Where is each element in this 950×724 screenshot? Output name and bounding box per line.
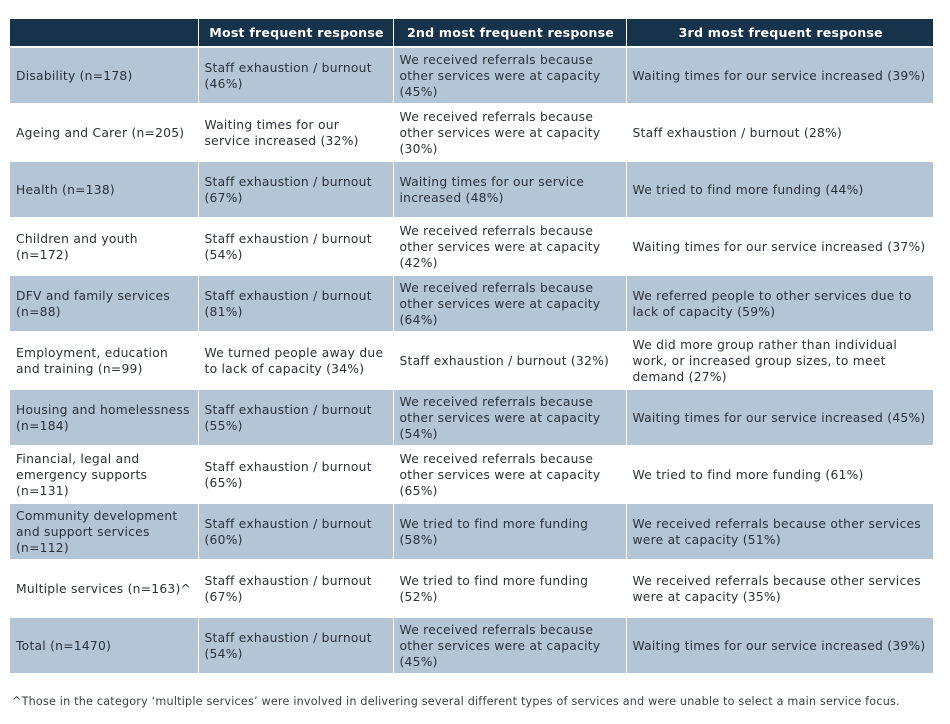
table-row: Community development and support servic…: [10, 503, 933, 561]
service-area-cell: Disability (n=178): [10, 47, 199, 105]
second-most-frequent-cell: We received referrals because other serv…: [393, 218, 627, 276]
table-row: DFV and family services (n=88) Staff exha…: [10, 275, 933, 333]
response-table: Most frequent response 2nd most frequent…: [10, 19, 933, 675]
table-row: Employment, education and training (n=99…: [10, 332, 933, 390]
most-frequent-cell: Staff exhaustion / burnout (67%): [198, 560, 394, 618]
most-frequent-cell: Staff exhaustion / burnout (67%): [198, 161, 394, 219]
table-row: Multiple services (n=163)^ Staff exhausti…: [10, 560, 933, 618]
second-most-frequent-cell: We received referrals because other serv…: [393, 617, 627, 675]
most-frequent-cell: We turned people away due to lack of cap…: [198, 332, 394, 390]
most-frequent-cell: Staff exhaustion / burnout (54%): [198, 218, 394, 276]
service-area-cell: Financial, legal and emergency supports …: [10, 446, 199, 504]
table-header-row: Most frequent response 2nd most frequent…: [10, 19, 933, 48]
header-service-area: [10, 19, 199, 48]
table-row: Ageing and Carer (n=205) Waiting times fo…: [10, 104, 933, 162]
third-most-frequent-cell: Waiting times for our service increased …: [626, 218, 933, 276]
service-area-cell: Health (n=138): [10, 161, 199, 219]
table-row: Children and youth (n=172) Staff exhausti…: [10, 218, 933, 276]
third-most-frequent-cell: Waiting times for our service increased …: [626, 617, 933, 675]
second-most-frequent-cell: We tried to find more funding (58%): [393, 503, 627, 561]
second-most-frequent-cell: Waiting times for our service increased …: [393, 161, 627, 219]
service-area-cell: Community development and support servic…: [10, 503, 199, 561]
service-area-cell: Children and youth (n=172): [10, 218, 199, 276]
most-frequent-cell: Staff exhaustion / burnout (81%): [198, 275, 394, 333]
header-second-most-frequent: 2nd most frequent response: [393, 19, 627, 48]
service-area-cell: DFV and family services (n=88): [10, 275, 199, 333]
most-frequent-cell: Staff exhaustion / burnout (65%): [198, 446, 394, 504]
most-frequent-cell: Staff exhaustion / burnout (60%): [198, 503, 394, 561]
table-row: Housing and homelessness (n=184) Staff ex…: [10, 389, 933, 447]
header-most-frequent: Most frequent response: [198, 19, 394, 48]
third-most-frequent-cell: Waiting times for our service increased …: [626, 389, 933, 447]
third-most-frequent-cell: Staff exhaustion / burnout (28%): [626, 104, 933, 162]
most-frequent-cell: Staff exhaustion / burnout (54%): [198, 617, 394, 675]
header-third-most-frequent: 3rd most frequent response: [626, 19, 933, 48]
second-most-frequent-cell: We tried to find more funding (52%): [393, 560, 627, 618]
most-frequent-cell: Staff exhaustion / burnout (46%): [198, 47, 394, 105]
service-area-cell: Multiple services (n=163)^: [10, 560, 199, 618]
second-most-frequent-cell: We received referrals because other serv…: [393, 104, 627, 162]
table-row: Disability (n=178) Staff exhaustion / bur…: [10, 47, 933, 105]
third-most-frequent-cell: We did more group rather than individual…: [626, 332, 933, 390]
second-most-frequent-cell: We received referrals because other serv…: [393, 446, 627, 504]
table-row: Health (n=138) Staff exhaustion / burnout…: [10, 161, 933, 219]
third-most-frequent-cell: We received referrals because other serv…: [626, 503, 933, 561]
third-most-frequent-cell: We referred people to other services due…: [626, 275, 933, 333]
third-most-frequent-cell: We tried to find more funding (44%): [626, 161, 933, 219]
third-most-frequent-cell: We received referrals because other serv…: [626, 560, 933, 618]
second-most-frequent-cell: We received referrals because other serv…: [393, 275, 627, 333]
service-area-cell: Ageing and Carer (n=205): [10, 104, 199, 162]
table-row: Financial, legal and emergency supports …: [10, 446, 933, 504]
third-most-frequent-cell: We tried to find more funding (61%): [626, 446, 933, 504]
service-area-cell: Employment, education and training (n=99…: [10, 332, 199, 390]
second-most-frequent-cell: Staff exhaustion / burnout (32%): [393, 332, 627, 390]
second-most-frequent-cell: We received referrals because other serv…: [393, 389, 627, 447]
service-area-cell: Housing and homelessness (n=184): [10, 389, 199, 447]
service-area-cell: Total (n=1470): [10, 617, 199, 675]
third-most-frequent-cell: Waiting times for our service increased …: [626, 47, 933, 105]
most-frequent-cell: Staff exhaustion / burnout (55%): [198, 389, 394, 447]
footnote: ^Those in the category ‘multiple service…: [12, 695, 900, 708]
second-most-frequent-cell: We received referrals because other serv…: [393, 47, 627, 105]
most-frequent-cell: Waiting times for our service increased …: [198, 104, 394, 162]
table-row: Total (n=1470) Staff exhaustion / burnout…: [10, 617, 933, 675]
